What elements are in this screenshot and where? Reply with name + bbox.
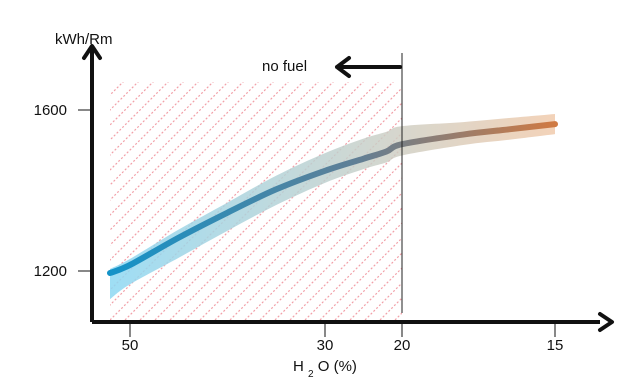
hatch-line [334,252,402,320]
hatch-line [214,132,402,320]
hatch-line [110,82,304,276]
x-axis-label-subscript: 2 [308,369,314,378]
hatch-line [0,80,5,320]
hatch-line [184,102,402,320]
hatch-line [0,80,35,320]
threshold-arrow [335,56,402,78]
hatch-line [110,82,169,141]
hatch-line [0,80,20,320]
hatch-line [110,82,274,246]
x-ticks: 50 30 20 15 [122,322,564,354]
x-tick-label: 30 [317,337,334,354]
y-tick-label: 1600 [34,102,67,119]
hatch-line [304,222,402,320]
hatch-line [349,267,402,320]
y-axis-label: kWh/Rm [55,31,113,48]
hatch-line [110,82,289,261]
annotation-label: no fuel [262,58,307,75]
x-axis-label-suffix: O (%) [318,358,357,375]
y-tick-label: 1200 [34,263,67,280]
x-axis-arrow [598,312,614,332]
series-line [107,121,558,277]
hatch-line [319,237,402,320]
y-axis-arrow [82,44,102,60]
hatch-line [110,82,334,306]
hatch-line [110,82,154,126]
hatch-line [110,82,244,216]
hatch-line [229,147,402,320]
y-ticks: 1200 1600 [34,102,92,280]
hatch-line [199,117,402,320]
hatch-line [440,80,618,320]
hatch-line [110,82,259,231]
hatch-line [110,82,214,186]
x-axis-label: H 2 O (%) [293,358,357,378]
hatch-line [169,87,402,320]
hatch-line [379,297,402,320]
hatch-line [244,162,402,320]
hatch-line [425,80,618,320]
hatch-line [289,207,402,320]
hatch-line [410,80,618,320]
x-axis-label-prefix: H [293,358,304,375]
hatch-line [259,177,402,320]
hatch-line [394,312,402,320]
x-tick-label: 15 [547,337,564,354]
x-tick-label: 20 [394,337,411,354]
hatch-line [110,82,349,320]
hatch-line [274,192,402,320]
hatch-line [364,282,402,320]
x-tick-label: 50 [122,337,139,354]
uncertainty-band [110,114,555,300]
